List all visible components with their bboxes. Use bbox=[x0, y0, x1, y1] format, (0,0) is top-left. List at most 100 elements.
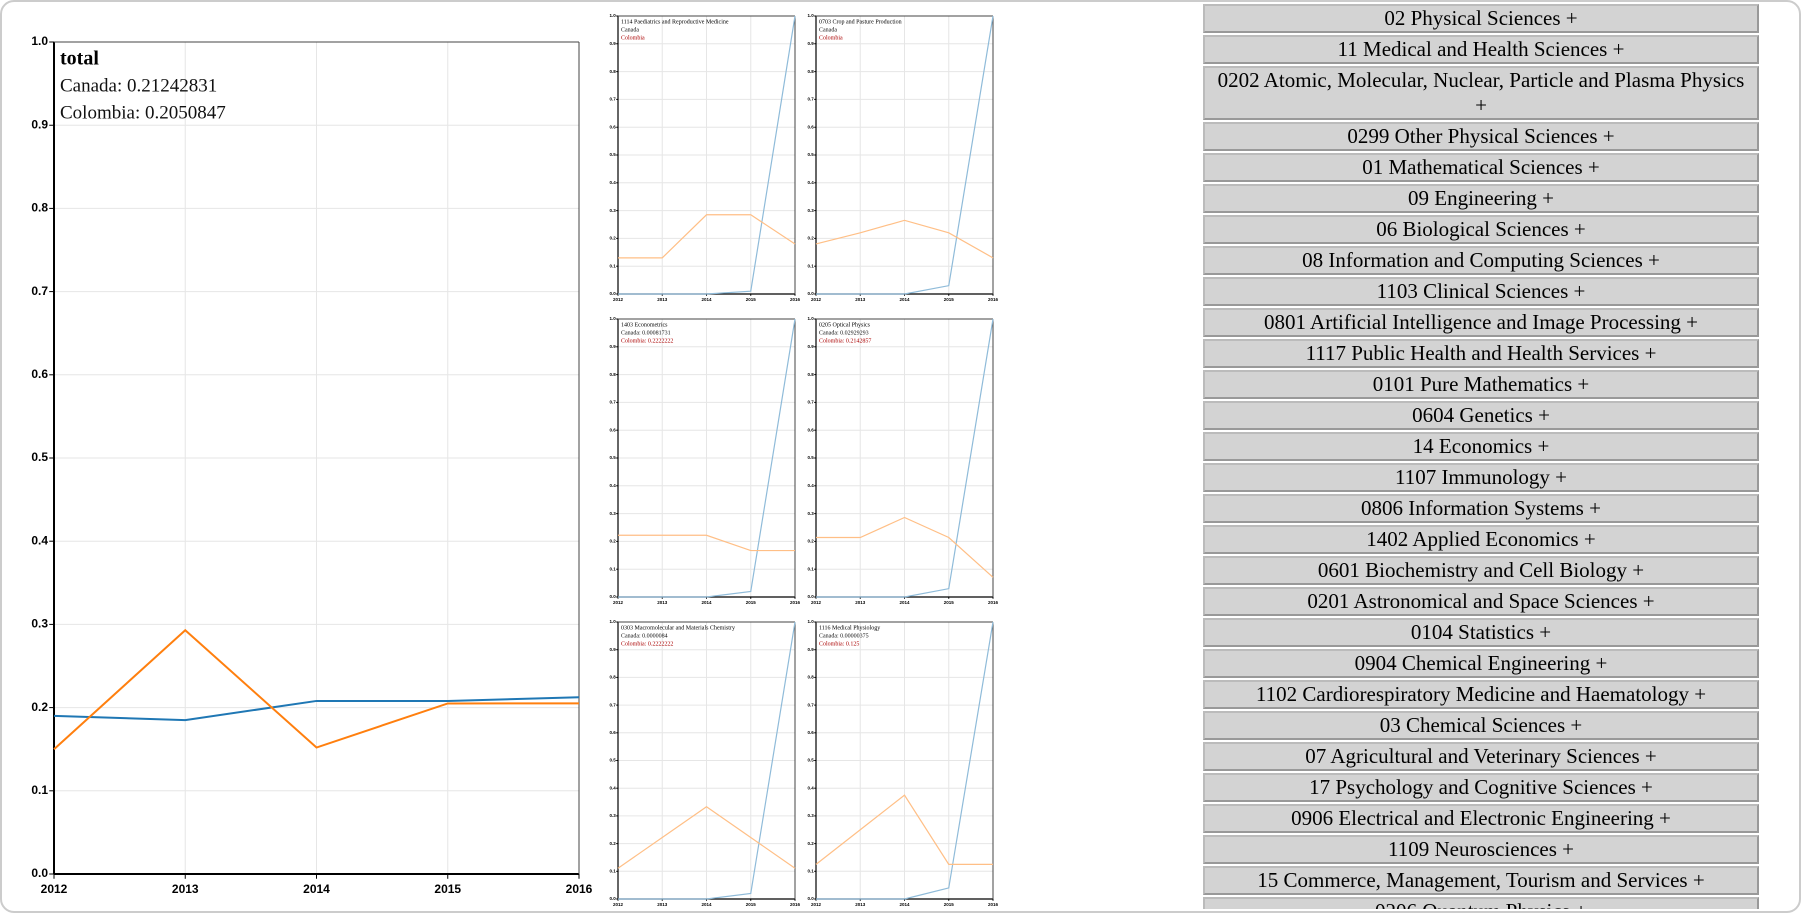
y-tick-label: 0.4 bbox=[609, 483, 616, 488]
category-button[interactable]: 1109 Neurosciences + bbox=[1203, 835, 1759, 864]
y-tick-label: 0.8 bbox=[609, 69, 616, 74]
category-button[interactable]: 1102 Cardiorespiratory Medicine and Haem… bbox=[1203, 680, 1759, 709]
y-tick-label: 0.1 bbox=[609, 263, 616, 268]
y-tick-label: 0.6 bbox=[609, 730, 616, 735]
x-tick-label: 2016 bbox=[790, 600, 801, 605]
y-tick-label: 1.0 bbox=[609, 619, 616, 624]
category-button[interactable]: 01 Mathematical Sciences + bbox=[1203, 153, 1759, 182]
y-tick-label: 0.0 bbox=[609, 594, 616, 599]
y-tick-label: 0.3 bbox=[609, 813, 616, 818]
y-tick-label: 0.4 bbox=[609, 785, 616, 790]
category-button[interactable]: 0206 Quantum Physics + bbox=[1203, 897, 1759, 909]
category-button[interactable]: 0604 Genetics + bbox=[1203, 401, 1759, 430]
category-button[interactable]: 1107 Immunology + bbox=[1203, 463, 1759, 492]
series-line bbox=[618, 214, 796, 259]
series-line bbox=[816, 516, 994, 578]
y-tick-label: 0.5 bbox=[807, 455, 814, 460]
category-button[interactable]: 0299 Other Physical Sciences + bbox=[1203, 122, 1759, 151]
y-tick-label: 0.4 bbox=[609, 180, 616, 185]
category-button[interactable]: 14 Economics + bbox=[1203, 432, 1759, 461]
y-tick-label: 0.4 bbox=[31, 533, 48, 547]
x-tick-label: 2016 bbox=[988, 902, 999, 907]
y-tick-label: 0.9 bbox=[609, 41, 616, 46]
category-button[interactable]: 0801 Artificial Intelligence and Image P… bbox=[1203, 308, 1759, 337]
legend-entry: Colombia: 0.2222222 bbox=[621, 338, 673, 344]
series-line bbox=[618, 534, 795, 552]
category-button[interactable]: 0201 Astronomical and Space Sciences + bbox=[1203, 587, 1759, 616]
legend-entry: Canada: 0.21242831 bbox=[60, 75, 217, 96]
y-tick-label: 0.0 bbox=[807, 291, 814, 296]
chart-title: 0303 Macromolecular and Materials Chemis… bbox=[621, 625, 735, 631]
x-tick-label: 2012 bbox=[613, 902, 624, 907]
y-tick-label: 0.2 bbox=[609, 539, 616, 544]
x-tick-label: 2013 bbox=[657, 600, 668, 605]
y-tick-label: 0.2 bbox=[807, 841, 814, 846]
legend-entry: Colombia: 0.125 bbox=[819, 641, 859, 647]
x-tick-label: 2014 bbox=[899, 902, 910, 907]
category-button[interactable]: 07 Agricultural and Veterinary Sciences … bbox=[1203, 742, 1759, 771]
series-line bbox=[816, 15, 994, 295]
series-line bbox=[53, 628, 580, 750]
y-tick-label: 0.2 bbox=[609, 841, 616, 846]
category-button[interactable]: 09 Engineering + bbox=[1203, 184, 1759, 213]
legend-entry: Colombia: 0.2050847 bbox=[60, 102, 226, 123]
y-tick-label: 0.7 bbox=[609, 97, 616, 102]
y-tick-label: 0.2 bbox=[807, 539, 814, 544]
y-tick-label: 0.0 bbox=[609, 896, 616, 901]
y-tick-label: 1.0 bbox=[807, 619, 814, 624]
y-tick-label: 0.3 bbox=[31, 617, 48, 631]
x-tick-label: 2016 bbox=[790, 297, 801, 302]
x-tick-label: 2012 bbox=[811, 600, 822, 605]
chart-title: 1403 Econometrics bbox=[621, 322, 668, 328]
category-button[interactable]: 17 Psychology and Cognitive Sciences + bbox=[1203, 773, 1759, 802]
y-tick-label: 0.5 bbox=[807, 152, 814, 157]
category-button[interactable]: 15 Commerce, Management, Tourism and Ser… bbox=[1203, 866, 1759, 895]
y-tick-label: 0.0 bbox=[609, 291, 616, 296]
category-button[interactable]: 0906 Electrical and Electronic Engineeri… bbox=[1203, 804, 1759, 833]
series-line bbox=[816, 621, 994, 900]
y-tick-label: 0.0 bbox=[807, 594, 814, 599]
legend-entry: Canada bbox=[819, 27, 837, 33]
y-tick-label: 0.0 bbox=[807, 896, 814, 901]
category-button[interactable]: 08 Information and Computing Sciences + bbox=[1203, 246, 1759, 275]
x-tick-label: 2013 bbox=[172, 882, 199, 896]
category-button[interactable]: 06 Biological Sciences + bbox=[1203, 215, 1759, 244]
category-button[interactable]: 03 Chemical Sciences + bbox=[1203, 711, 1759, 740]
category-button[interactable]: 1402 Applied Economics + bbox=[1203, 525, 1759, 554]
category-button[interactable]: 11 Medical and Health Sciences + bbox=[1203, 35, 1759, 64]
line-chart: 0.0 0.1 0.2 0.3 0.4 0.5 0.6 0.7 0.8 0.9 1.0 2012 201… bbox=[807, 316, 998, 605]
legend-entry: Canada bbox=[621, 27, 639, 33]
y-tick-label: 0.8 bbox=[31, 201, 48, 215]
category-button[interactable]: 02 Physical Sciences + bbox=[1203, 4, 1759, 33]
y-tick-label: 0.6 bbox=[31, 367, 48, 381]
y-tick-label: 0.2 bbox=[31, 700, 48, 714]
category-button[interactable]: 0202 Atomic, Molecular, Nuclear, Particl… bbox=[1203, 66, 1759, 120]
x-tick-label: 2016 bbox=[988, 297, 999, 302]
line-chart: 0.0 0.1 0.2 0.3 0.4 0.5 0.6 0.7 0.8 0.9 1.0 2012 201… bbox=[609, 619, 800, 907]
x-tick-label: 2014 bbox=[701, 600, 712, 605]
y-tick-label: 0.5 bbox=[31, 450, 48, 464]
x-tick-label: 2012 bbox=[811, 297, 822, 302]
category-button[interactable]: 0904 Chemical Engineering + bbox=[1203, 649, 1759, 678]
category-button[interactable]: 0601 Biochemistry and Cell Biology + bbox=[1203, 556, 1759, 585]
y-tick-label: 0.4 bbox=[807, 785, 814, 790]
line-chart: 0.0 0.1 0.2 0.3 0.4 0.5 0.6 0.7 0.8 0.9 1.0 2012 201… bbox=[807, 619, 998, 907]
category-button[interactable]: 0101 Pure Mathematics + bbox=[1203, 370, 1759, 399]
x-tick-label: 2012 bbox=[41, 882, 68, 896]
y-tick-label: 0.3 bbox=[609, 208, 616, 213]
category-button[interactable]: 1103 Clinical Sciences + bbox=[1203, 277, 1759, 306]
x-tick-label: 2016 bbox=[790, 902, 801, 907]
category-button[interactable]: 1117 Public Health and Health Services + bbox=[1203, 339, 1759, 368]
y-tick-label: 1.0 bbox=[807, 13, 814, 18]
y-tick-label: 0.6 bbox=[609, 427, 616, 432]
y-tick-label: 1.0 bbox=[609, 316, 616, 321]
legend-entry: Colombia bbox=[621, 35, 645, 41]
x-tick-label: 2016 bbox=[988, 600, 999, 605]
category-button[interactable]: 0806 Information Systems + bbox=[1203, 494, 1759, 523]
y-tick-label: 0.9 bbox=[807, 41, 814, 46]
y-tick-label: 0.4 bbox=[807, 180, 814, 185]
category-button[interactable]: 0104 Statistics + bbox=[1203, 618, 1759, 647]
chart-title: 0205 Optical Physics bbox=[819, 322, 871, 328]
y-tick-label: 0.8 bbox=[609, 372, 616, 377]
y-tick-label: 1.0 bbox=[609, 13, 616, 18]
